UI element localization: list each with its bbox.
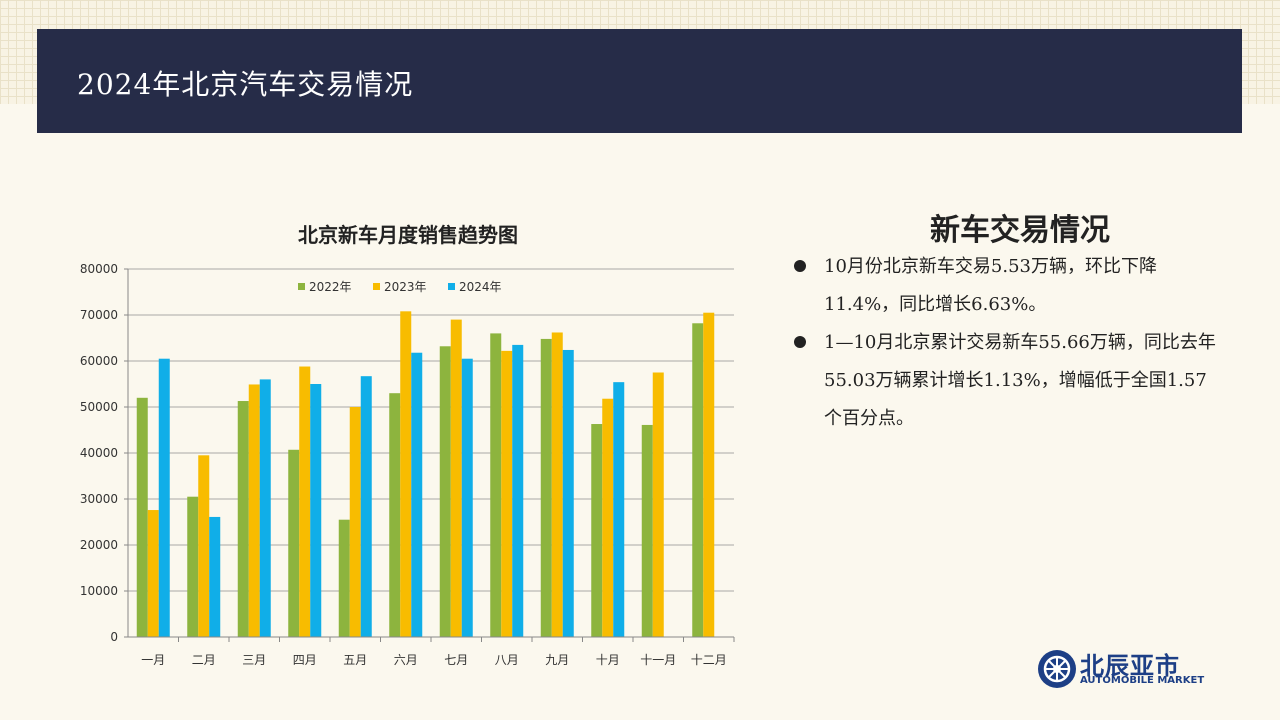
- bar-2024: [360, 376, 372, 637]
- bar-2023: [501, 350, 513, 637]
- bar-2022: [338, 519, 350, 637]
- bar-2023: [551, 332, 563, 637]
- logo-subtitle: AUTOMOBILE MARKET: [1080, 675, 1205, 686]
- bar-2023: [652, 372, 664, 637]
- bar-2022: [540, 338, 552, 637]
- bar-2023: [400, 311, 412, 637]
- x-tick-label: 八月: [495, 653, 519, 667]
- wheel-logo-icon: [1038, 650, 1076, 688]
- bar-2024: [512, 344, 524, 637]
- bar-2022: [389, 393, 401, 637]
- bar-2024: [411, 352, 423, 637]
- bar-2023: [147, 510, 159, 637]
- bar-2023: [299, 366, 311, 637]
- bar-2023: [349, 407, 361, 637]
- bar-2022: [136, 397, 148, 637]
- company-logo: 北辰亚市 AUTOMOBILE MARKET: [1036, 648, 1211, 690]
- bar-2024: [209, 516, 221, 637]
- y-tick-label: 60000: [80, 354, 118, 368]
- y-tick-label: 70000: [80, 308, 118, 322]
- y-tick-label: 0: [110, 630, 118, 644]
- x-tick-label: 十月: [596, 653, 620, 667]
- bar-2024: [259, 379, 271, 637]
- y-tick-label: 20000: [80, 538, 118, 552]
- bullet-item: 10月份北京新车交易5.53万辆，环比下降11.4%，同比增长6.63%。: [794, 248, 1224, 324]
- x-tick-label: 二月: [192, 653, 216, 667]
- x-tick-label: 六月: [394, 653, 418, 667]
- legend-label: 2024年: [459, 280, 502, 294]
- bullet-text: 1—10月北京累计交易新车55.66万辆，同比去年55.03万辆累计增长1.13…: [824, 332, 1216, 429]
- x-tick-label: 三月: [242, 653, 266, 667]
- panel-title: 新车交易情况: [930, 213, 1110, 248]
- x-tick-label: 五月: [343, 653, 367, 667]
- legend-label: 2022年: [309, 280, 352, 294]
- bar-2023: [450, 319, 462, 637]
- legend-swatch: [373, 283, 380, 290]
- bullet-dot: [794, 260, 806, 272]
- bullet-dot: [794, 336, 806, 348]
- bar-2022: [641, 424, 653, 637]
- x-tick-label: 一月: [141, 653, 165, 667]
- x-tick-label: 九月: [545, 653, 569, 667]
- legend-label: 2023年: [384, 280, 427, 294]
- bullet-text: 10月份北京新车交易5.53万辆，环比下降11.4%，同比增长6.63%。: [824, 256, 1157, 315]
- legend-swatch: [448, 283, 455, 290]
- y-tick-label: 80000: [80, 262, 118, 276]
- bar-2024: [562, 349, 574, 637]
- bar-2023: [198, 455, 210, 637]
- bar-2022: [288, 449, 300, 637]
- x-tick-label: 七月: [444, 653, 468, 667]
- bar-2022: [692, 323, 704, 637]
- x-tick-label: 十一月: [640, 653, 676, 667]
- y-tick-label: 10000: [80, 584, 118, 598]
- bar-2022: [439, 346, 451, 637]
- y-tick-label: 30000: [80, 492, 118, 506]
- bullet-item: 1—10月北京累计交易新车55.66万辆，同比去年55.03万辆累计增长1.13…: [794, 324, 1224, 438]
- bar-2024: [158, 358, 170, 637]
- bar-2022: [591, 424, 603, 637]
- sales-trend-chart: 北京新车月度销售趋势图 0 10000 20000 30000 40000 50000 60…: [80, 223, 735, 667]
- chart-title: 北京新车月度销售趋势图: [298, 223, 518, 247]
- y-tick-label: 50000: [80, 400, 118, 414]
- bar-2023: [703, 312, 715, 637]
- x-tick-label: 四月: [293, 653, 317, 667]
- bar-2024: [461, 358, 473, 637]
- bar-2022: [237, 401, 249, 637]
- page-title: 2024年北京汽车交易情况: [77, 68, 414, 101]
- x-tick-label: 十二月: [691, 653, 727, 667]
- logo-name: 北辰亚市: [1080, 652, 1180, 680]
- bar-2022: [187, 496, 199, 637]
- legend-swatch: [298, 283, 305, 290]
- y-tick-label: 40000: [80, 446, 118, 460]
- bar-2022: [490, 333, 502, 637]
- bar-2023: [248, 384, 260, 637]
- header-bar: 2024年北京汽车交易情况: [37, 29, 1242, 133]
- bar-2024: [310, 384, 322, 637]
- bar-2024: [613, 382, 625, 637]
- bar-2023: [602, 398, 614, 637]
